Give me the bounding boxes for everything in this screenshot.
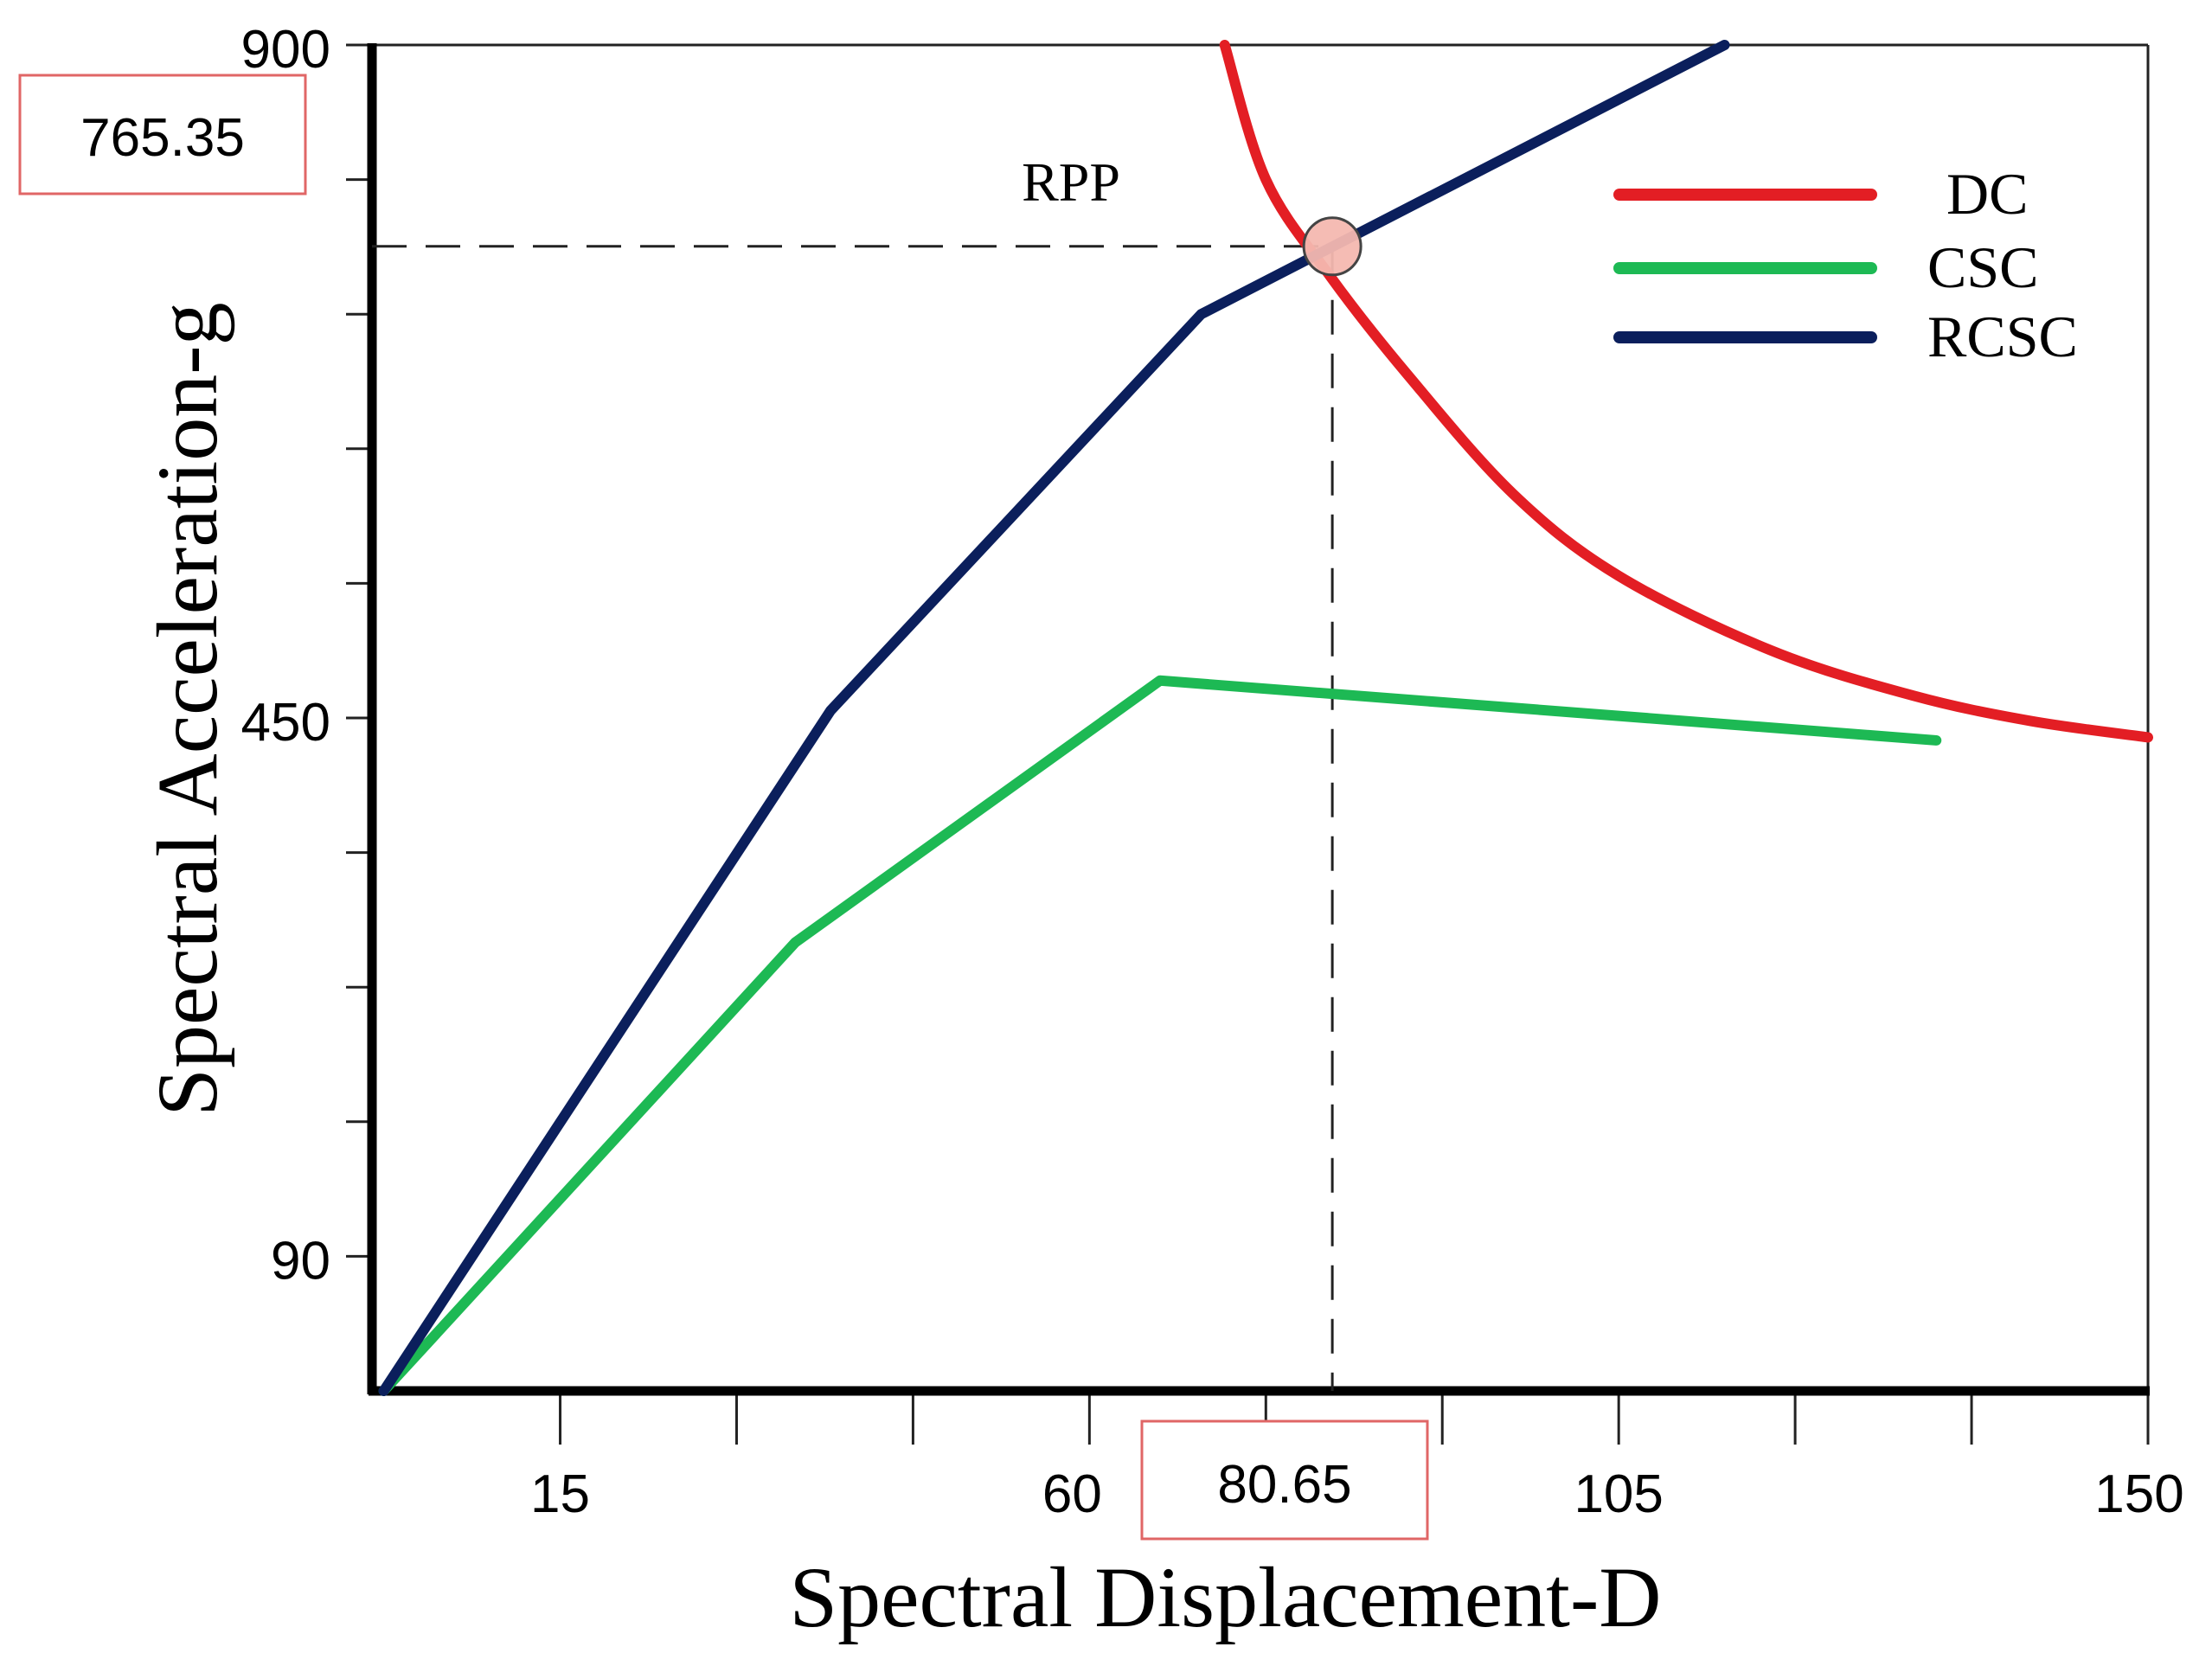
y-value-box-text: 765.35 bbox=[80, 108, 245, 168]
x-tick-label-15: 15 bbox=[530, 1464, 590, 1524]
x-axis-title: Spectral Displacement-D bbox=[790, 1549, 1662, 1645]
x-value-box-text: 80.65 bbox=[1217, 1455, 1351, 1515]
y-axis-title: Spectral Acceleration-g bbox=[139, 302, 235, 1116]
x-tick-label-150: 150 bbox=[2094, 1464, 2183, 1524]
x-value-box bbox=[1140, 1419, 1429, 1541]
x-tick-label-60: 60 bbox=[1042, 1464, 1102, 1524]
y-value-box bbox=[18, 74, 307, 195]
reference-point-marker bbox=[1302, 216, 1362, 277]
y-tick-label-450: 450 bbox=[241, 693, 330, 753]
x-tick-label-105: 105 bbox=[1574, 1464, 1663, 1524]
series-group bbox=[378, 40, 2153, 1396]
legend-label-csc: CSC bbox=[1927, 234, 2039, 300]
reference-point-label: RPP bbox=[1022, 151, 1120, 213]
legend-label-rcsc: RCSC bbox=[1927, 304, 2078, 369]
series-line-dc bbox=[1219, 40, 2153, 743]
y-tick-label-90: 90 bbox=[271, 1231, 330, 1291]
series-line-csc bbox=[378, 675, 1942, 1396]
legend-label-dc: DC bbox=[1946, 161, 2028, 227]
y-tick-label-900: 900 bbox=[241, 20, 330, 80]
series-line-rcsc bbox=[378, 40, 1730, 1396]
